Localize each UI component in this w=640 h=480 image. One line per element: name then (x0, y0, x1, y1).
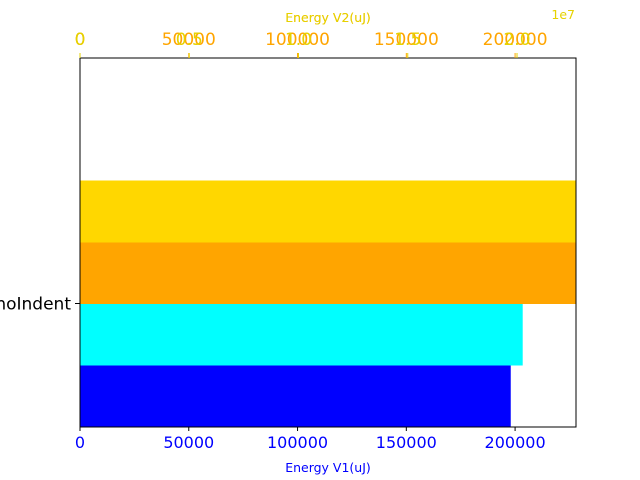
bottom-axis-label: Energy V1(uJ) (285, 460, 371, 475)
top-tick-label-1: 0.5 (176, 30, 203, 50)
y-axis: noIndent (0, 295, 80, 315)
bar-series-3 (80, 180, 576, 243)
top-tick-label-1: 1.0 (285, 30, 312, 50)
bars (80, 180, 576, 427)
top-tick-label-0: 50000 (162, 30, 216, 50)
top-tick-label-1: 1.5 (394, 30, 421, 50)
bottom-tick-label: 150000 (376, 433, 437, 452)
top-tick-label-0: 200000 (483, 30, 548, 50)
bar-series-0 (80, 365, 511, 427)
top-tick-label-0: 0 (75, 30, 86, 50)
bottom-tick-label: 100000 (267, 433, 328, 452)
plot-frame (79, 57, 577, 428)
top-tick-label-0: 150000 (374, 30, 439, 50)
top-axis-offset-label: 1e7 (551, 7, 575, 22)
top-axis-label-v2: Energy V2(uJ) (285, 10, 371, 25)
top-axis-label-v2-scaled: Energy V2(uJ) (285, 10, 371, 25)
y-tick-label: noIndent (0, 295, 71, 315)
bar-series-2 (80, 242, 576, 304)
bottom-tick-label: 50000 (163, 433, 214, 452)
bottom-tick-label: 200000 (485, 433, 546, 452)
top-tick-label-1: 2.0 (503, 30, 530, 50)
top-tick-label-0: 100000 (265, 30, 330, 50)
top-tick-label-1: 0 (75, 30, 86, 50)
bottom-axis: 0 50000 100000 150000 200000 (75, 427, 546, 452)
bar-series-1 (80, 303, 523, 366)
bottom-tick-label: 0 (75, 433, 85, 452)
